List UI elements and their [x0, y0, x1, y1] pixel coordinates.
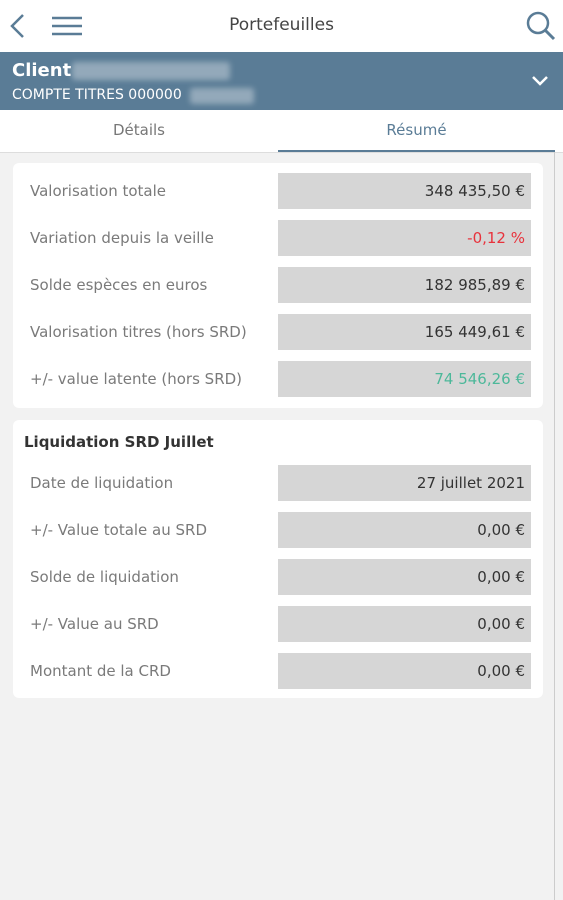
data-row: Solde de liquidation 0,00 € — [13, 559, 543, 595]
data-row: +/- value latente (hors SRD) 74 546,26 € — [13, 361, 543, 397]
back-button[interactable] — [8, 12, 28, 40]
data-row: Valorisation totale 348 435,50 € — [13, 173, 543, 209]
row-value: 0,00 € — [278, 606, 531, 642]
menu-button[interactable] — [51, 15, 83, 37]
row-label: Montant de la CRD — [30, 662, 171, 680]
row-value: 165 449,61 € — [278, 314, 531, 350]
summary-card: Valorisation totale 348 435,50 € Variation… — [13, 163, 543, 408]
data-row: Date de liquidation 27 juillet 2021 — [13, 465, 543, 501]
row-label: Date de liquidation — [30, 474, 174, 492]
client-bar[interactable]: Client COMPTE TITRES 000000 — [0, 52, 563, 110]
client-label: Client — [12, 60, 72, 81]
row-label: Variation depuis la veille — [30, 229, 214, 247]
row-label: +/- value latente (hors SRD) — [30, 370, 243, 388]
row-value: -0,12 % — [278, 220, 531, 256]
top-bar: Portefeuilles — [0, 0, 563, 52]
row-label: +/- Value au SRD — [30, 615, 159, 633]
row-value: 348 435,50 € — [278, 173, 531, 209]
row-value: 0,00 € — [278, 512, 531, 548]
scrollbar — [554, 152, 555, 900]
data-row: +/- Value totale au SRD 0,00 € — [13, 512, 543, 548]
data-row: Variation depuis la veille -0,12 % — [13, 220, 543, 256]
search-button[interactable] — [525, 10, 557, 42]
liquidation-card: Liquidation SRD Juillet Date de liquidat… — [13, 420, 543, 698]
row-label: Valorisation titres (hors SRD) — [30, 323, 247, 341]
tab[interactable]: Détails — [112, 121, 165, 139]
section-title: Liquidation SRD Juillet — [24, 433, 214, 451]
data-row: Solde espèces en euros 182 985,89 € — [13, 267, 543, 303]
row-label: Valorisation totale — [30, 182, 167, 200]
row-value: 27 juillet 2021 — [278, 465, 531, 501]
data-row: Montant de la CRD 0,00 € — [13, 653, 543, 689]
row-value: 0,00 € — [278, 653, 531, 689]
redacted — [190, 88, 254, 104]
expand-chevron[interactable] — [530, 74, 550, 88]
account-label: COMPTE TITRES 000000 — [12, 87, 182, 103]
redacted — [72, 62, 230, 80]
page-title: Portefeuilles — [229, 15, 334, 35]
row-label: +/- Value totale au SRD — [30, 521, 208, 539]
row-value: 0,00 € — [278, 559, 531, 595]
row-label: Solde de liquidation — [30, 568, 179, 586]
tab-bar: Détails Résumé — [0, 110, 563, 153]
row-value: 182 985,89 € — [278, 267, 531, 303]
row-label: Solde espèces en euros — [30, 276, 208, 294]
row-value: 74 546,26 € — [278, 361, 531, 397]
tab-active[interactable]: Résumé — [278, 110, 555, 152]
data-row: Valorisation titres (hors SRD) 165 449,61… — [13, 314, 543, 350]
data-row: +/- Value au SRD 0,00 € — [13, 606, 543, 642]
